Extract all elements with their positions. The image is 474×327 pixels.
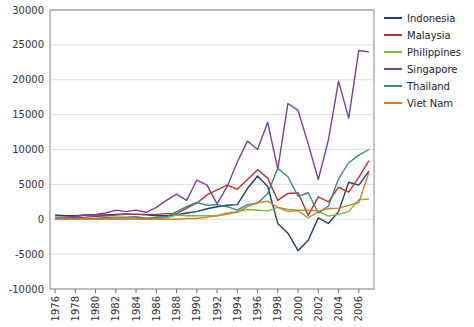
x-tick — [196, 289, 197, 293]
x-tick-label: 1992 — [212, 296, 223, 321]
x-tick-label: 1990 — [191, 296, 202, 321]
x-tick-label: 1976 — [50, 296, 61, 321]
y-tick-label: 15000 — [12, 109, 44, 120]
y-tick-label: -5000 — [15, 249, 44, 260]
x-tick — [176, 289, 177, 293]
x-tick-label: 2004 — [333, 296, 344, 321]
x-tick-label: 1988 — [171, 296, 182, 321]
y-tick-label: 10000 — [12, 144, 44, 155]
legend-swatch — [384, 51, 402, 53]
x-tick — [298, 289, 299, 293]
chart: -10000 -5000 0 5000 10000 15000 20000 25000 3000… — [0, 0, 474, 327]
series-line — [55, 173, 369, 220]
y-tick-label: 0 — [38, 214, 44, 225]
series-lines — [55, 50, 369, 250]
x-tick-label: 2006 — [353, 296, 364, 321]
legend-label: Thailand — [406, 81, 450, 92]
x-tick — [358, 289, 359, 293]
x-tick — [156, 289, 157, 293]
legend-swatch — [384, 102, 402, 104]
x-tick-label: 1982 — [110, 296, 121, 321]
grid-line — [50, 114, 374, 115]
x-tick — [318, 289, 319, 293]
x-tick-label: 1994 — [232, 296, 243, 321]
x-tick-label: 2002 — [313, 296, 324, 321]
x-tick-label: 1978 — [70, 296, 81, 321]
grid-line — [50, 254, 374, 255]
y-tick-label: 20000 — [12, 74, 44, 85]
x-tick-label: 1984 — [131, 296, 142, 321]
legend-label: Malaysia — [407, 30, 451, 41]
x-tick — [338, 289, 339, 293]
x-tick — [115, 289, 116, 293]
x-tick — [95, 289, 96, 293]
x-tick-label: 2000 — [293, 296, 304, 321]
x-tick — [55, 289, 56, 293]
x-tick — [237, 289, 238, 293]
x-tick — [136, 289, 137, 293]
grid-line — [50, 44, 374, 45]
x-tick-label: 1998 — [272, 296, 283, 321]
legend-swatch — [384, 68, 402, 70]
y-tick-label: 5000 — [19, 179, 44, 190]
legend-label: Indonesia — [407, 13, 455, 24]
plot-frame — [50, 10, 374, 289]
x-tick-label: 1996 — [252, 296, 263, 321]
series-line — [55, 161, 369, 219]
legend-swatch — [384, 17, 402, 19]
grid-line — [50, 79, 374, 80]
y-grid — [50, 10, 374, 289]
legend-label: Philippines — [407, 47, 461, 58]
series-line — [55, 50, 369, 217]
legend: Indonesia Malaysia Philippines Singapore Tha… — [384, 13, 461, 109]
x-tick-label: 1980 — [90, 296, 101, 321]
legend-label: Singapore — [407, 64, 457, 75]
x-tick — [75, 289, 76, 293]
x-tick — [277, 289, 278, 293]
y-tick-label: 25000 — [12, 39, 44, 50]
y-tick-label: -10000 — [9, 284, 44, 295]
legend-swatch — [384, 85, 402, 87]
legend-swatch — [384, 34, 402, 36]
legend-label: Viet Nam — [407, 98, 453, 109]
series-line — [55, 150, 369, 219]
x-tick — [217, 289, 218, 293]
y-tick-label: 30000 — [12, 5, 44, 16]
x-tick — [257, 289, 258, 293]
grid-line — [50, 184, 374, 185]
x-tick-label: 1986 — [151, 296, 162, 321]
